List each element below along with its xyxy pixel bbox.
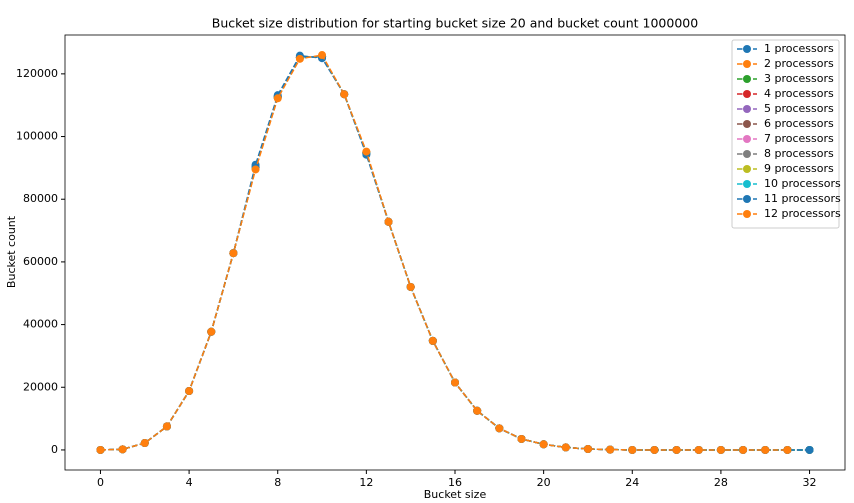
- data-point: [451, 378, 459, 387]
- data-point: [517, 434, 526, 443]
- data-point: [650, 445, 659, 454]
- data-point: [583, 445, 592, 454]
- legend-box: [731, 39, 840, 229]
- data-point: [96, 445, 105, 454]
- legend-label: 5 processors: [764, 102, 834, 115]
- legend-marker: [743, 75, 751, 83]
- data-point: [561, 443, 570, 452]
- legend-label: 9 processors: [764, 162, 834, 175]
- data-point: [251, 165, 260, 174]
- legend-marker: [743, 45, 751, 53]
- data-point: [495, 424, 504, 433]
- legend-marker: [743, 180, 751, 188]
- legend-marker: [743, 60, 751, 68]
- y-tick-label: 40000: [23, 318, 58, 331]
- legend-marker: [743, 195, 751, 203]
- data-point: [428, 336, 437, 345]
- data-point: [716, 445, 725, 454]
- legend-label: 4 processors: [764, 87, 834, 100]
- data-point: [295, 54, 304, 63]
- legend-marker: [743, 90, 751, 98]
- legend-label: 8 processors: [764, 147, 834, 160]
- data-point: [761, 445, 770, 454]
- legend-label: 1 processors: [764, 42, 834, 55]
- legend-label: 12 processors: [764, 207, 841, 220]
- data-point: [118, 445, 127, 454]
- legend-label: 6 processors: [764, 117, 834, 130]
- data-point: [140, 439, 149, 448]
- y-tick-label: 120000: [16, 67, 58, 80]
- x-tick-label: 24: [625, 476, 639, 489]
- x-tick-label: 16: [448, 476, 462, 489]
- chart-title: Bucket size distribution for starting bu…: [212, 16, 698, 31]
- data-point: [628, 445, 637, 454]
- legend-label: 10 processors: [764, 177, 841, 190]
- data-point: [318, 51, 327, 60]
- data-point: [606, 445, 615, 454]
- x-tick-label: 8: [274, 476, 281, 489]
- y-axis-label: Bucket count: [5, 215, 18, 288]
- legend-marker: [743, 135, 751, 143]
- x-tick-label: 12: [359, 476, 373, 489]
- data-point: [406, 282, 415, 291]
- data-point: [473, 406, 482, 415]
- data-point: [672, 445, 681, 454]
- data-point: [694, 445, 703, 454]
- legend-marker: [743, 165, 751, 173]
- data-point: [362, 147, 371, 156]
- data-point: [207, 327, 216, 336]
- x-tick-label: 4: [186, 476, 193, 489]
- data-point: [805, 445, 814, 454]
- legend-label: 7 processors: [764, 132, 834, 145]
- legend-label: 11 processors: [764, 192, 841, 205]
- data-point: [539, 440, 548, 449]
- legend-marker: [743, 210, 751, 218]
- legend-label: 3 processors: [764, 72, 834, 85]
- x-tick-label: 20: [537, 476, 551, 489]
- y-tick-label: 0: [51, 443, 58, 456]
- y-tick-label: 80000: [23, 192, 58, 205]
- y-tick-label: 60000: [23, 255, 58, 268]
- data-point: [162, 422, 171, 431]
- legend-marker: [743, 150, 751, 158]
- data-point: [384, 217, 393, 226]
- x-axis-label: Bucket size: [424, 488, 487, 501]
- legend-marker: [743, 105, 751, 113]
- y-tick-label: 20000: [23, 380, 58, 393]
- data-point: [739, 445, 748, 454]
- x-tick-label: 0: [97, 476, 104, 489]
- data-point: [229, 249, 238, 258]
- data-point: [340, 90, 349, 99]
- x-tick-label: 28: [714, 476, 728, 489]
- legend-label: 2 processors: [764, 57, 834, 70]
- data-point: [783, 445, 792, 454]
- data-point: [185, 387, 194, 396]
- legend-marker: [743, 120, 751, 128]
- data-point: [273, 94, 282, 103]
- x-tick-label: 32: [803, 476, 817, 489]
- y-tick-label: 100000: [16, 130, 58, 143]
